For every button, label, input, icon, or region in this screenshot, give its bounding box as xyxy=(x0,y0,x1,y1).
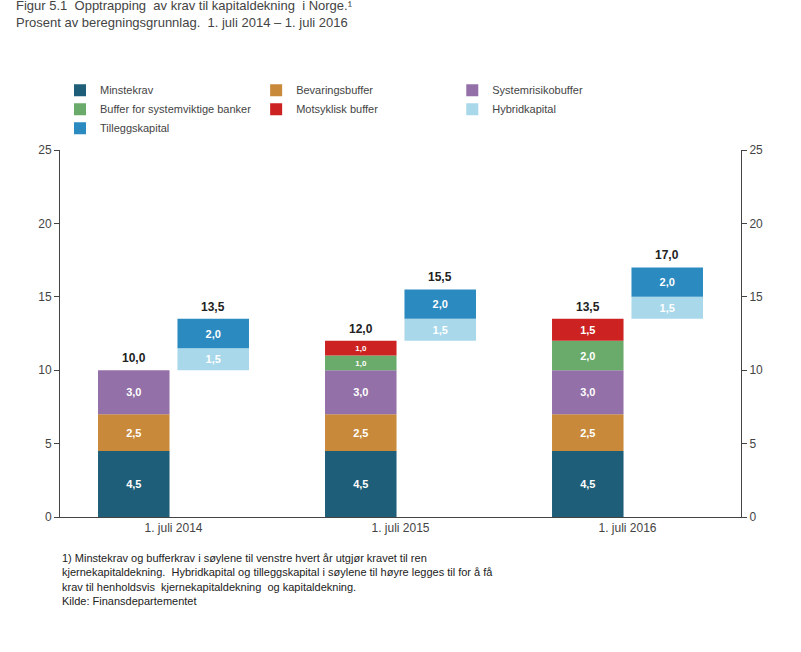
svg-text:4,5: 4,5 xyxy=(126,478,141,490)
svg-text:17,0: 17,0 xyxy=(655,248,679,262)
svg-text:20: 20 xyxy=(38,217,52,231)
svg-text:3,0: 3,0 xyxy=(126,386,141,398)
svg-text:2,0: 2,0 xyxy=(433,298,448,310)
svg-text:0: 0 xyxy=(45,510,52,524)
svg-text:1,0: 1,0 xyxy=(355,359,367,368)
svg-text:12,0: 12,0 xyxy=(349,322,373,336)
svg-text:13,5: 13,5 xyxy=(201,300,225,314)
svg-text:1,5: 1,5 xyxy=(206,353,221,365)
svg-text:1,0: 1,0 xyxy=(355,344,367,353)
svg-text:3,0: 3,0 xyxy=(353,386,368,398)
svg-text:3,0: 3,0 xyxy=(580,386,595,398)
svg-text:10: 10 xyxy=(749,363,763,377)
svg-text:Figur 5.1 Opptrapping av kra: Figur 5.1 Opptrapping av krav til kapita… xyxy=(16,0,353,30)
svg-text:Bevaringsbuffer: Bevaringsbuffer xyxy=(296,84,373,96)
svg-text:15: 15 xyxy=(38,290,52,304)
svg-text:2,5: 2,5 xyxy=(353,427,368,439)
svg-text:2,5: 2,5 xyxy=(126,427,141,439)
svg-text:1,5: 1,5 xyxy=(433,324,448,336)
svg-text:4,5: 4,5 xyxy=(353,478,368,490)
svg-text:2,0: 2,0 xyxy=(660,276,675,288)
svg-text:5: 5 xyxy=(749,437,756,451)
svg-text:1. juli 2015: 1. juli 2015 xyxy=(371,521,429,535)
svg-text:Hybridkapital: Hybridkapital xyxy=(492,103,556,115)
svg-text:Motsyklisk buffer: Motsyklisk buffer xyxy=(296,103,378,115)
svg-text:15: 15 xyxy=(749,290,763,304)
svg-text:10: 10 xyxy=(38,363,52,377)
svg-text:0: 0 xyxy=(749,510,756,524)
svg-text:Minstekrav: Minstekrav xyxy=(100,84,154,96)
svg-text:1,5: 1,5 xyxy=(660,302,675,314)
svg-text:20: 20 xyxy=(749,217,763,231)
svg-text:1,5: 1,5 xyxy=(580,324,595,336)
svg-text:15,5: 15,5 xyxy=(428,270,452,284)
svg-text:13,5: 13,5 xyxy=(576,300,600,314)
svg-text:1. juli 2016: 1. juli 2016 xyxy=(598,521,656,535)
svg-text:5: 5 xyxy=(45,437,52,451)
svg-text:2,5: 2,5 xyxy=(580,427,595,439)
svg-text:2,0: 2,0 xyxy=(206,328,221,340)
svg-text:1) Minstekrav og bufferkrav i: 1) Minstekrav og bufferkrav i søylene ti… xyxy=(62,552,493,607)
svg-text:2,0: 2,0 xyxy=(580,350,595,362)
svg-text:4,5: 4,5 xyxy=(580,478,595,490)
svg-text:Systemrisikobuffer: Systemrisikobuffer xyxy=(492,84,583,96)
svg-text:25: 25 xyxy=(38,143,52,157)
svg-text:Tilleggskapital: Tilleggskapital xyxy=(100,122,169,134)
svg-text:25: 25 xyxy=(749,143,763,157)
svg-text:Buffer for systemviktige banke: Buffer for systemviktige banker xyxy=(100,103,251,115)
svg-text:10,0: 10,0 xyxy=(122,351,146,365)
svg-text:1. juli 2014: 1. juli 2014 xyxy=(144,521,202,535)
